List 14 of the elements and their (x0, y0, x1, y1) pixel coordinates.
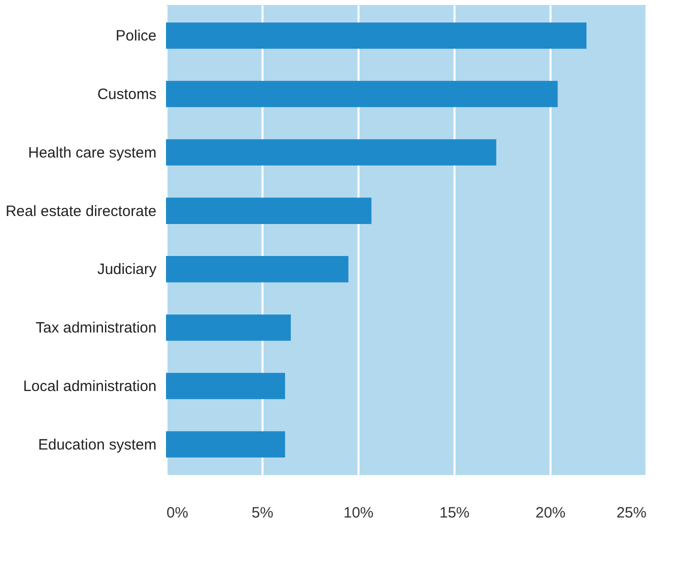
x-tick-label: 20% (535, 504, 566, 522)
y-tick-label: Health care system (28, 144, 156, 162)
x-tick-label: 10% (343, 504, 374, 522)
y-tick-label: Real estate directorate (6, 202, 156, 220)
y-tick-label: Local administration (23, 378, 156, 395)
x-tick-label: 25% (616, 504, 646, 522)
y-tick-label: Education system (38, 436, 156, 454)
y-tick-label: Police (116, 28, 156, 45)
y-tick-label: Customs (97, 86, 156, 104)
x-tick-label: 15% (439, 504, 470, 522)
x-tick-label: 5% (252, 504, 274, 522)
y-tick-label: Tax administration (36, 320, 156, 337)
y-tick-label: Judiciary (97, 261, 157, 278)
x-tick-label: 0% (166, 504, 188, 522)
